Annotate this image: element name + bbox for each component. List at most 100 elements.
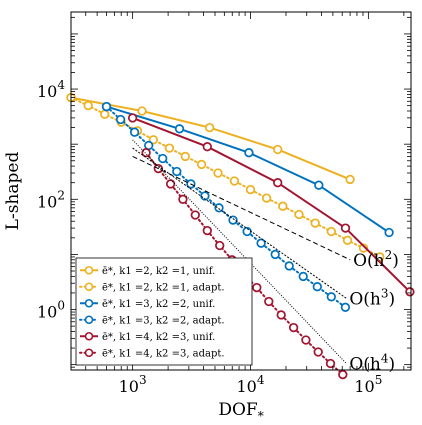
data-point xyxy=(213,168,223,178)
data-point xyxy=(326,226,336,237)
data-point xyxy=(288,322,299,333)
reference-lines: O(h2) O(h3) O(h4) xyxy=(132,139,399,374)
data-point xyxy=(202,142,212,152)
reference-label-1: O(h2) xyxy=(353,248,399,271)
data-point xyxy=(200,191,210,201)
data-point xyxy=(345,174,355,185)
data-point xyxy=(178,194,188,204)
data-point xyxy=(129,127,140,137)
legend-label: ē*, k1 =4, k2 =3, unif. xyxy=(102,332,215,343)
data-point xyxy=(294,209,304,220)
data-point xyxy=(141,148,151,158)
reference-line-2 xyxy=(132,147,347,299)
y-tick-label: 104 xyxy=(37,78,65,101)
x-axis-label: DOF* xyxy=(218,400,263,423)
legend-label: ē*, k1 =2, k2 =1, adapt. xyxy=(102,282,225,293)
reference-line-3 xyxy=(132,139,347,364)
data-point xyxy=(202,225,212,236)
series-3 xyxy=(101,101,394,238)
data-point xyxy=(340,302,351,312)
legend-entry-4: ē*, k1 =3, k2 =2, adapt. xyxy=(79,315,225,326)
legend-label: ē*, k1 =3, k2 =2, adapt. xyxy=(102,315,225,326)
x-tick-label: 103 xyxy=(119,373,147,396)
legend-box xyxy=(75,257,253,366)
data-point xyxy=(137,106,147,116)
x-tick-label: 105 xyxy=(354,373,382,396)
data-point xyxy=(338,369,348,380)
data-point xyxy=(252,282,262,293)
legend-entry-2: ē*, k1 =2, k2 =1, adapt. xyxy=(79,282,225,293)
series-4 xyxy=(101,101,351,312)
series-line xyxy=(145,151,344,376)
data-point xyxy=(310,218,320,228)
legend: ē*, k1 =2, k2 =1, unif. ē*, k1 =2, k2 =1,… xyxy=(75,257,253,366)
data-point xyxy=(325,358,336,369)
data-point xyxy=(190,210,200,220)
series-layer xyxy=(66,92,415,380)
data-point xyxy=(228,215,238,225)
legend-entry-1: ē*, k1 =2, k2 =1, unif. xyxy=(80,266,215,277)
data-point xyxy=(273,178,283,188)
legend-swatch-marker xyxy=(84,348,94,358)
y-tick-label: 100 xyxy=(37,299,65,322)
data-point xyxy=(244,148,254,158)
x-tick-label: 104 xyxy=(236,373,264,396)
legend-label: ē*, k1 =4, k2 =3, adapt. xyxy=(102,348,225,359)
data-point xyxy=(298,271,308,282)
data-point xyxy=(384,227,394,238)
data-point xyxy=(164,143,175,153)
data-point xyxy=(214,203,224,213)
data-point xyxy=(405,287,415,297)
data-point xyxy=(358,243,369,253)
data-point xyxy=(276,310,286,320)
data-point xyxy=(314,180,324,190)
data-point xyxy=(312,282,322,292)
data-point xyxy=(174,124,185,134)
series-2 xyxy=(66,92,385,262)
data-point xyxy=(180,151,190,162)
legend-swatch-marker xyxy=(84,282,94,292)
legend-swatch-marker xyxy=(84,265,94,275)
data-point xyxy=(256,238,266,248)
plot-frame xyxy=(70,11,412,371)
data-point xyxy=(342,235,353,245)
y-tick-label: 102 xyxy=(37,188,65,211)
data-point xyxy=(326,292,336,302)
legend-entry-3: ē*, k1 =3, k2 =2, unif. xyxy=(80,299,215,310)
data-point xyxy=(127,113,138,123)
legend-label: ē*, k1 =2, k2 =1, unif. xyxy=(102,266,215,277)
data-point xyxy=(301,335,311,345)
data-point xyxy=(158,153,168,164)
data-point xyxy=(172,166,182,177)
reference-label-3: O(h4) xyxy=(349,351,395,374)
data-point xyxy=(245,184,256,195)
data-point xyxy=(264,296,274,307)
legend-entry-6: ē*, k1 =4, k2 =3, adapt. xyxy=(79,348,225,359)
data-point xyxy=(165,179,176,189)
series-line xyxy=(106,105,390,234)
data-point xyxy=(204,122,215,133)
data-point xyxy=(313,347,323,357)
data-point xyxy=(340,223,351,233)
data-point xyxy=(100,109,110,119)
legend-swatch-marker xyxy=(84,331,94,341)
data-point xyxy=(196,159,207,170)
data-point xyxy=(261,193,272,203)
data-point xyxy=(284,261,294,271)
legend-swatch-marker xyxy=(84,298,94,308)
tick-layer: 103 104 105 100 102 104 xyxy=(37,12,411,396)
data-point xyxy=(101,101,112,112)
data-point xyxy=(278,201,288,211)
series-5 xyxy=(127,113,415,297)
y-axis-label: L-shaped xyxy=(3,152,23,231)
data-point xyxy=(215,240,225,251)
legend-swatch-marker xyxy=(84,315,94,325)
legend-label: ē*, k1 =3, k2 =2, unif. xyxy=(102,299,215,310)
data-point xyxy=(273,144,283,155)
data-point xyxy=(83,100,93,111)
reference-line-1 xyxy=(132,155,351,261)
data-point xyxy=(115,114,126,125)
reference-label-2: O(h3) xyxy=(349,286,395,309)
series-1 xyxy=(66,92,355,185)
